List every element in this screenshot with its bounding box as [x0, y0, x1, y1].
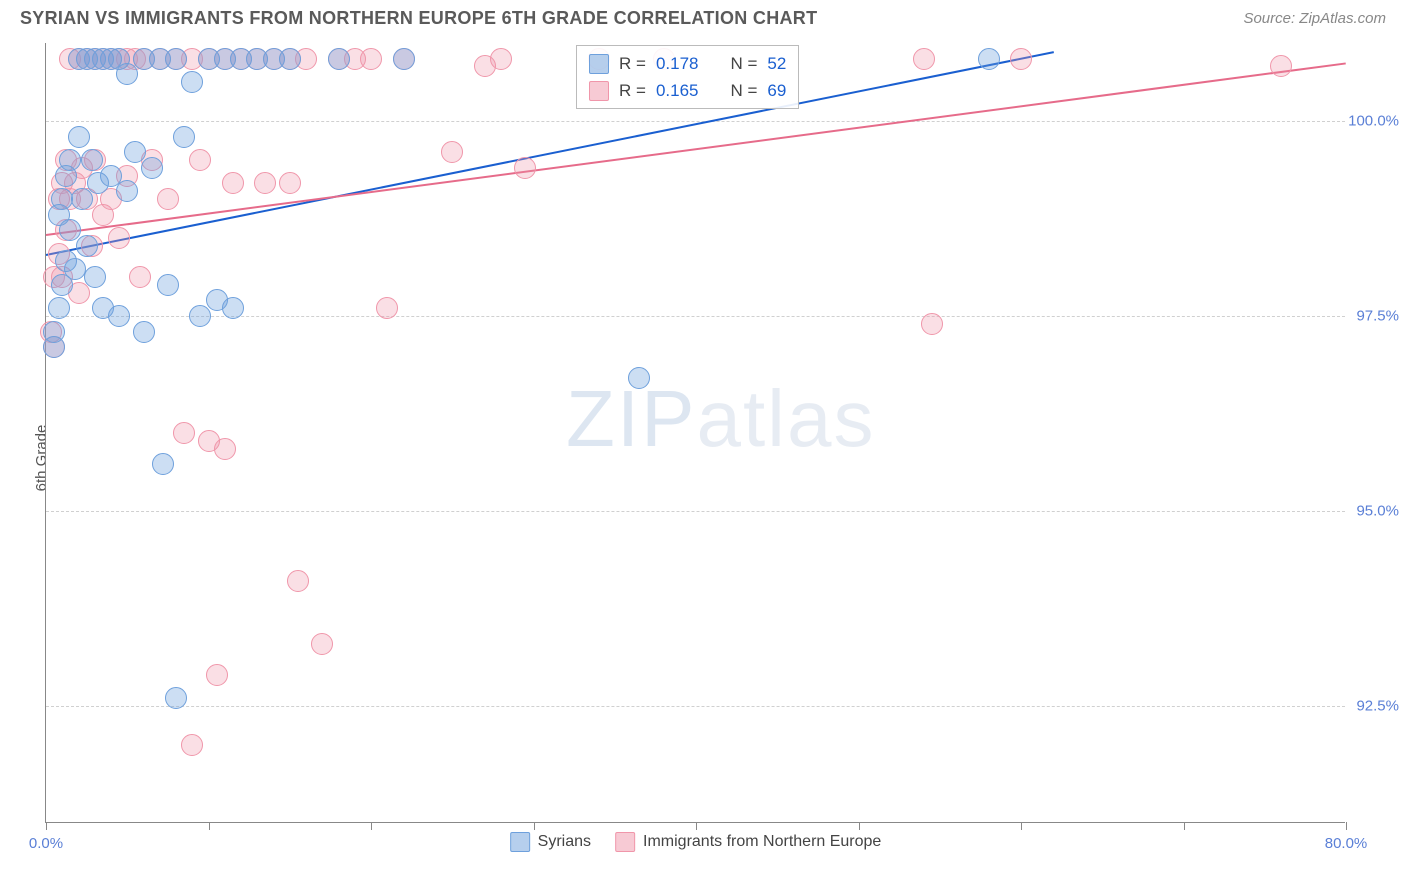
data-point [441, 141, 463, 163]
r-label: R = [619, 50, 646, 77]
data-point [279, 172, 301, 194]
swatch-northern-europe-icon [589, 81, 609, 101]
data-point [206, 664, 228, 686]
x-tick [1184, 822, 1185, 830]
data-point [84, 266, 106, 288]
data-point [157, 188, 179, 210]
chart-title: SYRIAN VS IMMIGRANTS FROM NORTHERN EUROP… [20, 8, 817, 29]
data-point [214, 438, 236, 460]
watermark-atlas: atlas [696, 374, 875, 463]
data-point [393, 48, 415, 70]
chart-header: SYRIAN VS IMMIGRANTS FROM NORTHERN EUROP… [0, 0, 1406, 33]
x-tick [534, 822, 535, 830]
r-value-northern-europe: 0.165 [656, 77, 699, 104]
data-point [279, 48, 301, 70]
gridline [46, 121, 1345, 122]
x-tick [371, 822, 372, 830]
n-value-syrians: 52 [767, 50, 786, 77]
data-point [1010, 48, 1032, 70]
x-tick-label: 0.0% [29, 835, 63, 852]
data-point [921, 313, 943, 335]
data-point [165, 687, 187, 709]
data-point [59, 149, 81, 171]
data-point [490, 48, 512, 70]
x-tick [1021, 822, 1022, 830]
data-point [157, 274, 179, 296]
gridline [46, 706, 1345, 707]
data-point [129, 266, 151, 288]
legend-item-northern-europe: Immigrants from Northern Europe [615, 832, 881, 852]
x-tick [209, 822, 210, 830]
x-tick-label: 80.0% [1325, 835, 1368, 852]
data-point [181, 734, 203, 756]
data-point [514, 157, 536, 179]
data-point [116, 180, 138, 202]
data-point [108, 305, 130, 327]
data-point [68, 126, 90, 148]
legend-label-syrians: Syrians [538, 833, 591, 851]
gridline [46, 316, 1345, 317]
data-point [311, 633, 333, 655]
swatch-syrians-icon [510, 832, 530, 852]
stats-row-syrians: R = 0.178 N = 52 [589, 50, 786, 77]
data-point [360, 48, 382, 70]
legend-item-syrians: Syrians [510, 832, 591, 852]
data-point [152, 453, 174, 475]
data-point [141, 157, 163, 179]
n-label: N = [730, 77, 757, 104]
watermark: ZIPatlas [566, 373, 875, 465]
y-tick-label: 97.5% [1356, 308, 1399, 325]
data-point [189, 149, 211, 171]
correlation-stats-box: R = 0.178 N = 52 R = 0.165 N = 69 [576, 45, 799, 109]
data-point [48, 297, 70, 319]
r-label: R = [619, 77, 646, 104]
watermark-zip: ZIP [566, 374, 696, 463]
data-point [43, 321, 65, 343]
x-tick [859, 822, 860, 830]
bottom-legend: Syrians Immigrants from Northern Europe [510, 832, 882, 852]
data-point [108, 227, 130, 249]
data-point [978, 48, 1000, 70]
swatch-syrians-icon [589, 54, 609, 74]
swatch-northern-europe-icon [615, 832, 635, 852]
data-point [76, 235, 98, 257]
plot-area: ZIPatlas Syrians Immigrants from Norther… [45, 43, 1345, 823]
n-value-northern-europe: 69 [767, 77, 786, 104]
y-tick-label: 92.5% [1356, 698, 1399, 715]
data-point [173, 126, 195, 148]
stats-row-northern-europe: R = 0.165 N = 69 [589, 77, 786, 104]
data-point [254, 172, 276, 194]
data-point [287, 570, 309, 592]
y-tick-label: 95.0% [1356, 503, 1399, 520]
chart-container: 6th Grade ZIPatlas Syrians Immigrants fr… [0, 33, 1406, 883]
data-point [376, 297, 398, 319]
data-point [913, 48, 935, 70]
y-tick-label: 100.0% [1348, 113, 1399, 130]
data-point [81, 149, 103, 171]
data-point [133, 321, 155, 343]
n-label: N = [730, 50, 757, 77]
x-tick [696, 822, 697, 830]
gridline [46, 511, 1345, 512]
legend-label-northern-europe: Immigrants from Northern Europe [643, 833, 881, 851]
x-tick [46, 822, 47, 830]
x-tick [1346, 822, 1347, 830]
data-point [222, 297, 244, 319]
data-point [181, 71, 203, 93]
data-point [222, 172, 244, 194]
data-point [328, 48, 350, 70]
source-attribution: Source: ZipAtlas.com [1243, 10, 1386, 27]
data-point [173, 422, 195, 444]
data-point [628, 367, 650, 389]
r-value-syrians: 0.178 [656, 50, 699, 77]
data-point [1270, 55, 1292, 77]
data-point [165, 48, 187, 70]
